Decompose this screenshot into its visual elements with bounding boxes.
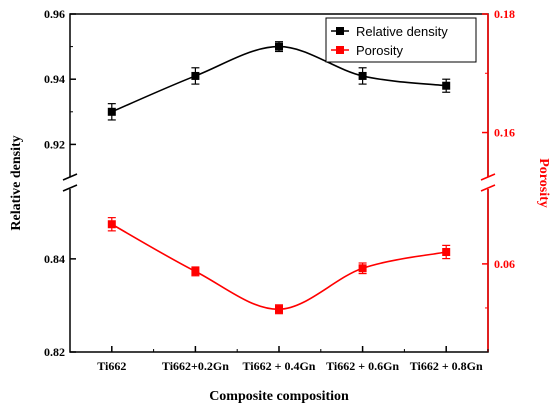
right-axis-tick-label: 0.16 <box>494 126 515 140</box>
series-layer <box>107 41 451 315</box>
legend-box <box>325 17 477 63</box>
left-axis-tick-label: 0.82 <box>44 345 65 359</box>
data-point <box>442 81 451 90</box>
left-axis-title: Relative density <box>9 135 24 230</box>
x-axis-tick-label: Ti662 <box>97 359 126 373</box>
data-point <box>107 107 116 116</box>
legend-marker-density <box>336 27 344 35</box>
right-axis-ticks: 0.16 0.18 0.06 <box>482 7 515 309</box>
x-axis-tick-label: Ti662 + 0.4Gn <box>243 359 316 373</box>
legend-marker-porosity <box>336 46 344 54</box>
legend-label-porosity: Porosity <box>356 43 403 58</box>
data-point <box>191 71 200 80</box>
left-axis-break-mark-top <box>62 173 78 181</box>
data-point <box>191 267 200 276</box>
data-point <box>107 220 116 229</box>
right-axis-tick-label: 0.06 <box>494 257 515 271</box>
legend: Relative density Porosity <box>325 17 477 63</box>
right-axis-break-mark-bottom <box>480 184 496 192</box>
left-axis-tick-label: 0.92 <box>44 137 65 151</box>
left-axis-tick-label: 0.94 <box>44 72 65 86</box>
data-point <box>358 71 367 80</box>
left-axis-tick-label: 0.96 <box>44 7 65 21</box>
data-point <box>442 247 451 256</box>
right-axis-tick-label: 0.18 <box>494 7 515 21</box>
x-axis-tick-label: Ti662 + 0.6Gn <box>326 359 399 373</box>
data-point <box>275 42 283 51</box>
data-point <box>358 264 367 273</box>
left-axis-tick-label: 0.84 <box>44 252 65 266</box>
data-point <box>275 305 283 314</box>
x-axis-tick-label: Ti662+0.2Gn <box>162 359 229 373</box>
x-axis-tick-label: Ti662 + 0.8Gn <box>410 359 483 373</box>
left-axis-ticks: 0.92 0.94 0.96 0.82 0.84 <box>44 7 76 359</box>
right-axis-title: Porosity <box>536 158 550 208</box>
plot-frame <box>69 13 489 353</box>
x-axis-ticks: Ti662 Ti662+0.2Gn Ti662 + 0.4Gn Ti662 + 0.6… <box>69 346 489 373</box>
series-line-1 <box>111 223 447 311</box>
x-axis-title: Composite composition <box>209 389 349 404</box>
legend-label-density: Relative density <box>356 24 448 39</box>
left-axis-break-mark-bottom <box>62 184 78 192</box>
